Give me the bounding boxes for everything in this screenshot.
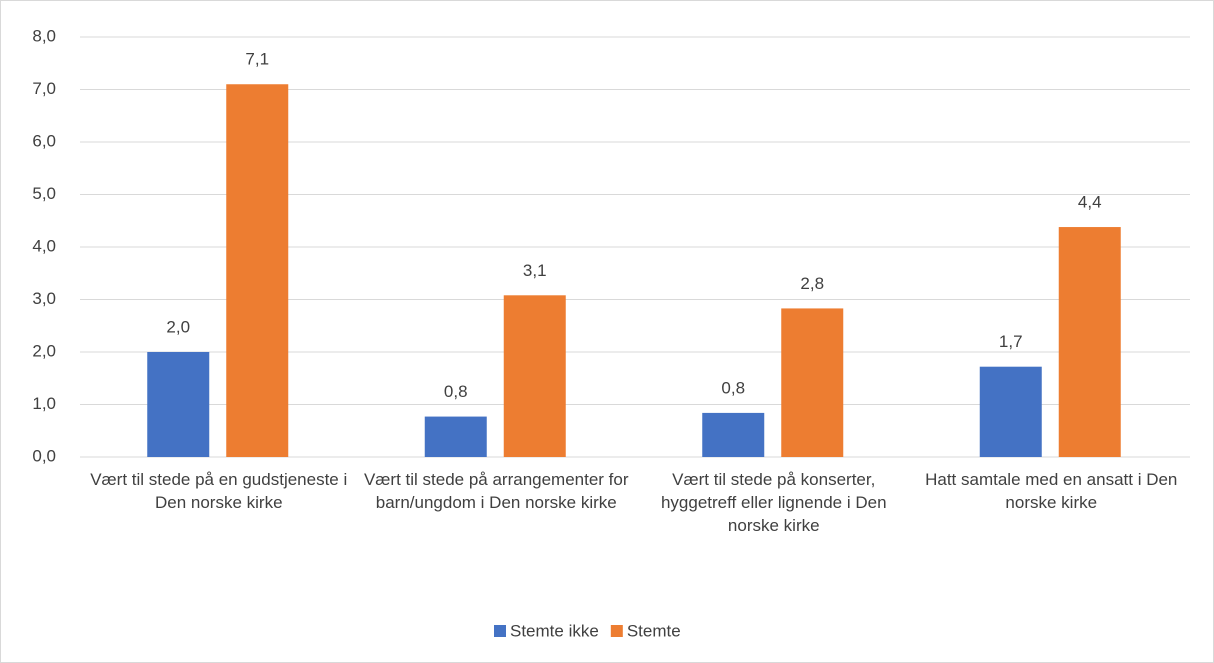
y-tick-label: 1,0 (32, 394, 56, 413)
x-tick-label: Vært til stede på en gudstjeneste i Den … (90, 470, 348, 512)
bar (226, 84, 289, 457)
bar (503, 295, 566, 457)
data-label: 3,1 (523, 261, 547, 280)
x-tick-label: Vært til stede på arrangementer for barn… (363, 470, 629, 512)
y-tick-label: 2,0 (32, 341, 56, 360)
y-tick-label: 4,0 (32, 236, 56, 255)
bar (1058, 227, 1121, 457)
bar (702, 412, 765, 457)
legend-swatch (610, 625, 623, 637)
data-label: 2,8 (800, 274, 824, 293)
x-tick-label: Vært til stede på konserter, hyggetreff … (660, 470, 887, 535)
y-tick-label: 7,0 (32, 79, 56, 98)
y-tick-label: 3,0 (32, 289, 56, 308)
y-tick-label: 8,0 (32, 26, 56, 45)
bar (979, 366, 1042, 457)
y-tick-label: 5,0 (32, 184, 56, 203)
y-tick-label: 6,0 (32, 131, 56, 150)
data-label: 4,4 (1078, 193, 1102, 212)
data-label: 7,1 (245, 50, 269, 69)
bar (147, 352, 210, 457)
data-label: 0,8 (444, 382, 468, 401)
data-label: 2,0 (166, 317, 190, 336)
legend-swatch (494, 625, 506, 637)
legend-label: Stemte ikke (510, 621, 599, 640)
y-tick-label: 0,0 (32, 446, 56, 465)
bar (424, 416, 487, 457)
data-label: 0,8 (721, 378, 745, 397)
bar (781, 308, 844, 457)
x-tick-label: Hatt samtale med en ansatt i Den norske … (925, 470, 1178, 512)
legend-label: Stemte (627, 621, 681, 640)
data-label: 1,7 (999, 332, 1023, 351)
